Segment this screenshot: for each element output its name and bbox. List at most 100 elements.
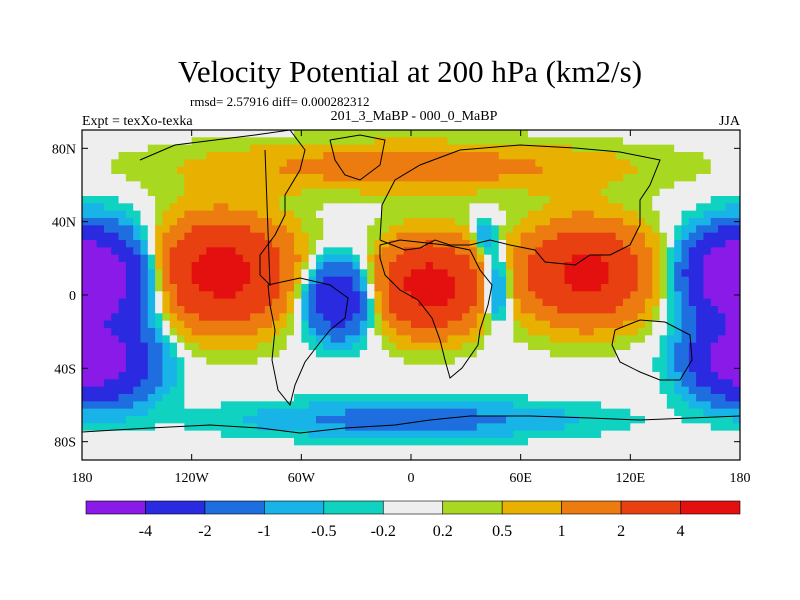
- field-cell: [396, 416, 405, 424]
- field-cell: [235, 284, 244, 292]
- field-cell: [177, 225, 185, 234]
- field-cell: [147, 240, 156, 248]
- field-cell: [235, 144, 244, 153]
- field-cell: [425, 364, 434, 373]
- field-cell: [396, 144, 405, 153]
- field-cell: [564, 306, 573, 314]
- field-cell: [418, 438, 427, 446]
- field-cell: [520, 364, 529, 373]
- field-cell: [162, 210, 171, 219]
- field-cell: [484, 196, 492, 204]
- field-cell: [520, 218, 529, 226]
- field-cell: [257, 276, 266, 285]
- field-cell: [330, 159, 339, 168]
- field-cell: [586, 357, 595, 366]
- field-cell: [89, 306, 98, 314]
- field-cell: [359, 247, 368, 256]
- field-cell: [374, 269, 383, 278]
- field-cell: [125, 144, 134, 153]
- field-cell: [710, 291, 719, 300]
- field-cell: [718, 262, 726, 270]
- field-cell: [330, 218, 339, 226]
- field-cell: [571, 386, 580, 395]
- field-cell: [96, 364, 105, 373]
- field-cell: [425, 284, 434, 292]
- field-cell: [169, 364, 178, 373]
- field-cell: [301, 181, 310, 190]
- field-cell: [571, 262, 580, 270]
- field-cell: [571, 328, 580, 336]
- field-cell: [696, 291, 704, 300]
- field-cell: [623, 386, 631, 395]
- field-cell: [571, 188, 580, 197]
- field-cell: [220, 240, 229, 248]
- field-cell: [250, 335, 258, 344]
- field-cell: [710, 350, 719, 358]
- field-cell: [235, 401, 244, 410]
- field-cell: [220, 438, 229, 446]
- field-cell: [184, 306, 193, 314]
- field-cell: [549, 166, 558, 175]
- field-cell: [352, 342, 361, 351]
- field-cell: [301, 262, 310, 270]
- field-cell: [133, 379, 141, 388]
- field-cell: [242, 452, 251, 460]
- field-cell: [674, 335, 682, 344]
- field-cell: [206, 328, 214, 336]
- field-cell: [155, 379, 163, 388]
- field-cell: [279, 159, 288, 168]
- field-cell: [688, 452, 697, 460]
- field-cell: [484, 152, 492, 160]
- field-cell: [484, 137, 492, 146]
- field-cell: [235, 430, 244, 439]
- field-cell: [272, 291, 280, 300]
- field-cell: [623, 357, 631, 366]
- field-cell: [257, 306, 266, 314]
- field-cell: [242, 262, 251, 270]
- field-cell: [220, 152, 229, 160]
- field-cell: [513, 430, 522, 439]
- field-cell: [447, 364, 456, 373]
- field-cell: [586, 232, 595, 241]
- field-cell: [184, 298, 193, 307]
- field-cell: [469, 130, 478, 138]
- field-cell: [644, 210, 653, 219]
- field-cell: [601, 401, 609, 410]
- field-cell: [308, 144, 317, 153]
- field-cell: [593, 306, 602, 314]
- field-cell: [294, 306, 302, 314]
- field-cell: [418, 445, 427, 454]
- field-cell: [703, 232, 712, 241]
- field-cell: [469, 196, 478, 204]
- coastline-antarctica: [81, 415, 741, 434]
- field-cell: [96, 401, 105, 410]
- field-cell: [257, 137, 266, 146]
- field-cell: [294, 181, 302, 190]
- field-cell: [140, 291, 149, 300]
- field-cell: [213, 320, 222, 329]
- field-cell: [301, 394, 310, 402]
- field-cell: [593, 174, 602, 182]
- field-cell: [198, 306, 207, 314]
- field-cell: [564, 210, 573, 219]
- field-cell: [542, 416, 551, 424]
- field-cell: [703, 394, 712, 402]
- field-cell: [301, 372, 310, 380]
- field-cell: [586, 379, 595, 388]
- field-cell: [111, 225, 119, 234]
- field-cell: [586, 152, 595, 160]
- field-cell: [235, 298, 244, 307]
- field-cell: [191, 445, 200, 454]
- field-cell: [659, 225, 668, 234]
- field-cell: [147, 218, 156, 226]
- field-cell: [359, 416, 368, 424]
- field-cell: [462, 269, 470, 278]
- field-cell: [103, 159, 112, 168]
- field-cell: [272, 174, 280, 182]
- field-cell: [352, 130, 361, 138]
- field-cell: [403, 262, 412, 270]
- field-cell: [491, 401, 500, 410]
- field-cell: [527, 130, 536, 138]
- field-cell: [440, 262, 448, 270]
- field-cell: [403, 284, 412, 292]
